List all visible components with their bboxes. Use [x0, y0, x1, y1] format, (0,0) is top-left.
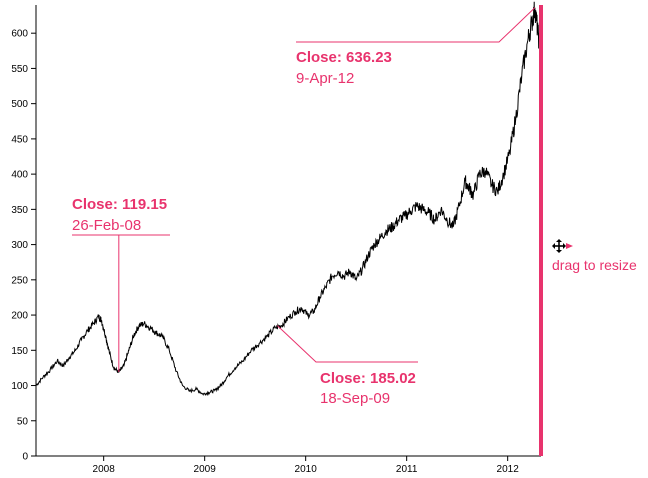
annotation-2008: Close: 119.15 26-Feb-08: [72, 196, 170, 373]
y-tick-label: 500: [11, 99, 28, 110]
y-tick-label: 200: [11, 311, 28, 322]
annotation-2009: Close: 185.02 18-Sep-09: [277, 325, 418, 407]
y-tick-label: 450: [11, 134, 28, 145]
x-tick-label: 2010: [295, 464, 318, 475]
y-tick-label: 350: [11, 205, 28, 216]
x-tick-label: 2011: [396, 464, 418, 475]
annotation-close-2009: Close: 185.02: [320, 370, 416, 387]
annotation-date-2009: 18-Sep-09: [320, 390, 390, 407]
close-price-line: [35, 1, 542, 397]
y-tick-label: 0: [22, 452, 28, 463]
annotation-date-2008: 26-Feb-08: [72, 217, 141, 234]
annotation-date-2012: 9-Apr-12: [296, 70, 354, 87]
annotation-leader-2012: [296, 7, 536, 43]
resize-arrow-icon: [566, 243, 573, 249]
y-tick-label: 550: [11, 64, 28, 75]
x-tick-label: 2012: [497, 464, 520, 475]
move-cursor-icon: [552, 239, 566, 253]
y-tick-label: 300: [11, 240, 28, 251]
resize-handle-bar[interactable]: [539, 5, 543, 456]
y-tick-label: 100: [11, 381, 28, 392]
annotation-close-2008: Close: 119.15: [72, 196, 167, 213]
x-tick-label: 2009: [194, 464, 217, 475]
x-axis: 2008 2009 2010 2011 2012: [36, 455, 541, 475]
x-tick-label: 2008: [93, 464, 116, 475]
y-tick-label: 150: [11, 346, 28, 357]
annotation-close-2012: Close: 636.23: [296, 49, 392, 66]
y-tick-label: 600: [11, 29, 28, 40]
annotation-leader-2009: [277, 325, 418, 363]
y-tick-label: 250: [11, 275, 28, 286]
drag-to-resize-label: drag to resize: [552, 257, 637, 273]
y-tick-label: 400: [11, 170, 28, 181]
y-axis: 0 50 100 150 200 250 300 350 400 450 500 550 600: [11, 5, 37, 463]
annotation-2012: Close: 636.23 9-Apr-12: [296, 7, 536, 87]
y-tick-label: 50: [17, 416, 29, 427]
